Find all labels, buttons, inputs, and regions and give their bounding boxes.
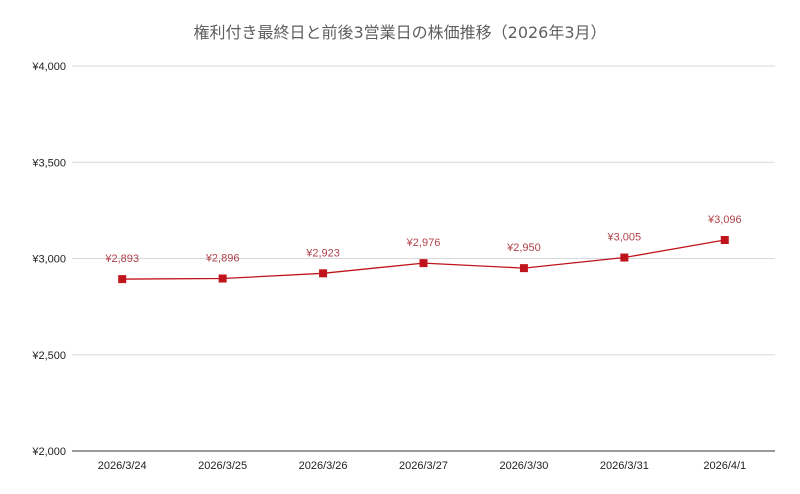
x-tick-label: 2026/3/26 xyxy=(299,460,348,472)
gridlines xyxy=(72,65,775,452)
chart-title: 権利付き最終日と前後3営業日の株価推移（2026年3月） xyxy=(193,23,606,42)
data-label: ¥3,005 xyxy=(607,232,642,244)
data-label: ¥2,950 xyxy=(506,242,541,254)
data-point xyxy=(620,253,629,262)
y-tick-label: ¥3,000 xyxy=(31,254,66,266)
data-label: ¥2,896 xyxy=(205,253,240,265)
data-label: ¥2,976 xyxy=(406,237,441,249)
x-tick-label: 2026/4/1 xyxy=(703,460,746,472)
data-point xyxy=(319,269,328,278)
series-layer xyxy=(118,236,729,284)
y-tick-label: ¥2,500 xyxy=(31,350,66,362)
x-tick-label: 2026/3/27 xyxy=(399,460,448,472)
data-label: ¥2,893 xyxy=(104,253,139,265)
x-tick-label: 2026/3/30 xyxy=(499,460,548,472)
x-tick-label: 2026/3/24 xyxy=(98,460,147,472)
data-point xyxy=(720,236,729,245)
data-point xyxy=(419,259,428,268)
data-labels: ¥2,893 ¥2,896 ¥2,923 ¥2,976 ¥2,950 ¥3,005 ¥3,0… xyxy=(104,214,741,265)
data-point xyxy=(519,264,528,273)
data-point xyxy=(218,274,227,283)
x-tick-label: 2026/3/25 xyxy=(198,460,247,472)
x-axis-ticks: 2026/3/24 2026/3/25 2026/3/26 2026/3/27 2026… xyxy=(98,460,746,472)
data-label: ¥2,923 xyxy=(305,247,340,259)
y-tick-label: ¥3,500 xyxy=(31,157,66,169)
y-tick-label: ¥4,000 xyxy=(31,61,66,73)
y-tick-label: ¥2,000 xyxy=(31,446,66,458)
data-label: ¥3,096 xyxy=(707,214,742,226)
y-axis-ticks: ¥2,000 ¥2,500 ¥3,000 ¥3,500 ¥4,000 xyxy=(31,61,66,458)
data-point xyxy=(118,275,127,284)
x-tick-label: 2026/3/31 xyxy=(600,460,649,472)
